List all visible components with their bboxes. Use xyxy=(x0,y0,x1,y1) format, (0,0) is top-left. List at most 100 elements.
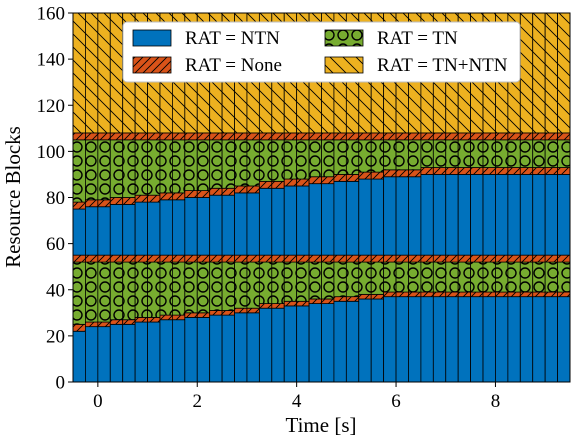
bar-segment-ntn xyxy=(358,298,372,382)
bar-segment-ntn xyxy=(470,174,484,256)
bar-segment-none xyxy=(221,187,235,196)
bar-segment-ntn xyxy=(470,296,484,382)
bar-segment-tn xyxy=(122,261,136,321)
bar-segment-tn xyxy=(147,139,161,196)
bar-segment-none xyxy=(109,319,124,325)
bar-segment-none xyxy=(445,132,459,141)
bar-segment-none xyxy=(283,300,298,307)
bar-segment-none xyxy=(296,178,310,187)
bar-segment-tn xyxy=(134,139,148,196)
bar-segment-none xyxy=(283,254,298,263)
bar-segment-none xyxy=(308,298,322,304)
bar-segment-ntn xyxy=(97,326,111,382)
bar-segment-none xyxy=(296,132,310,141)
legend-swatch-none xyxy=(132,56,172,74)
bar-segment-none xyxy=(408,132,422,141)
bar-segment-ntn xyxy=(196,317,211,382)
bar-segment-none xyxy=(557,291,570,298)
bar-segment-none xyxy=(73,254,86,263)
bar-segment-none xyxy=(532,167,546,175)
bar-segment-none xyxy=(420,167,434,175)
bar-segment-ntn xyxy=(358,178,372,256)
bar-segment-none xyxy=(358,293,372,300)
bar-segment-none xyxy=(395,254,409,263)
bar-segment-none xyxy=(147,194,161,203)
bar-segment-none xyxy=(308,254,322,263)
bar-segment-ntn xyxy=(271,187,285,256)
bar-segment-none xyxy=(432,167,447,175)
bar-segment-none xyxy=(408,169,422,178)
bar-segment-none xyxy=(258,132,273,141)
bar-segment-ntn xyxy=(321,183,335,256)
bar-segment-none xyxy=(532,254,546,263)
bar-segment-ntn xyxy=(171,199,186,256)
bar-segment-ntn xyxy=(519,296,534,382)
bar-segment-none xyxy=(171,192,186,201)
bar-segment-tn xyxy=(246,261,260,309)
bar-segment-tnntn xyxy=(532,13,546,134)
bar-segment-none xyxy=(420,291,434,298)
bar-segment-ntn xyxy=(395,296,409,382)
bar-segment-none xyxy=(296,300,310,307)
bar-segment-none xyxy=(507,167,521,175)
bar-segment-tn xyxy=(420,139,434,168)
bar-segment-tnntn xyxy=(544,13,558,134)
bar-segment-ntn xyxy=(370,298,385,382)
bar-segment-ntn xyxy=(147,321,161,382)
bar-segment-none xyxy=(358,171,372,180)
bar-segment-ntn xyxy=(159,199,173,256)
bar-segment-tn xyxy=(159,261,173,316)
bar-segment-none xyxy=(122,319,136,325)
bar-segment-none xyxy=(209,310,223,316)
bar-segment-tn xyxy=(134,261,148,318)
bar-segment-none xyxy=(383,169,397,178)
bar-segment-ntn xyxy=(134,201,148,256)
bar-segment-tnntn xyxy=(97,13,111,134)
bar-segment-ntn xyxy=(271,307,285,382)
bar-segment-tn xyxy=(495,261,509,293)
bar-segment-none xyxy=(333,254,347,263)
bar-segment-ntn xyxy=(345,180,360,256)
bar-segment-none xyxy=(85,321,99,328)
bar-segment-none xyxy=(134,194,148,203)
bar-segment-none xyxy=(283,132,298,141)
bar-segment-ntn xyxy=(544,296,558,382)
bar-segment-ntn xyxy=(544,174,558,256)
bar-segment-tn xyxy=(557,261,570,293)
y-tick-label: 0 xyxy=(56,373,66,394)
bar-segment-none xyxy=(246,254,260,263)
bar-segment-tn xyxy=(271,139,285,182)
bar-segment-ntn xyxy=(445,296,459,382)
legend-box xyxy=(122,21,521,83)
bar-segment-none xyxy=(358,254,372,263)
bar-segment-none xyxy=(159,254,173,263)
bar-segment-none xyxy=(271,180,285,189)
bar-segment-none xyxy=(544,254,558,263)
bar-segment-ntn xyxy=(283,185,298,256)
bar-segment-none xyxy=(97,254,111,263)
y-tick-label: 80 xyxy=(46,188,65,209)
bar-segment-none xyxy=(345,174,360,182)
bar-segment-none xyxy=(445,167,459,175)
bar-segment-ntn xyxy=(420,296,434,382)
bar-segment-none xyxy=(171,314,186,321)
bar-segment-none xyxy=(147,132,161,141)
bar-segment-none xyxy=(134,132,148,141)
bar-segment-tn xyxy=(209,139,223,189)
bar-segment-tnntn xyxy=(85,13,99,134)
bar-segment-tn xyxy=(532,139,546,168)
bar-segment-tn xyxy=(283,139,298,180)
bar-segment-none xyxy=(308,176,322,185)
bar-segment-ntn xyxy=(445,174,459,256)
bar-segment-tn xyxy=(345,139,360,175)
bar-segment-none xyxy=(470,132,484,141)
bar-segment-none xyxy=(321,132,335,141)
bar-segment-none xyxy=(196,190,211,198)
bar-segment-tn xyxy=(73,261,86,325)
bar-segment-none xyxy=(196,254,211,263)
bar-segment-none xyxy=(482,167,496,175)
bar-segment-ntn xyxy=(308,303,322,382)
bar-segment-tn xyxy=(482,261,496,293)
bar-segment-ntn xyxy=(122,204,136,256)
